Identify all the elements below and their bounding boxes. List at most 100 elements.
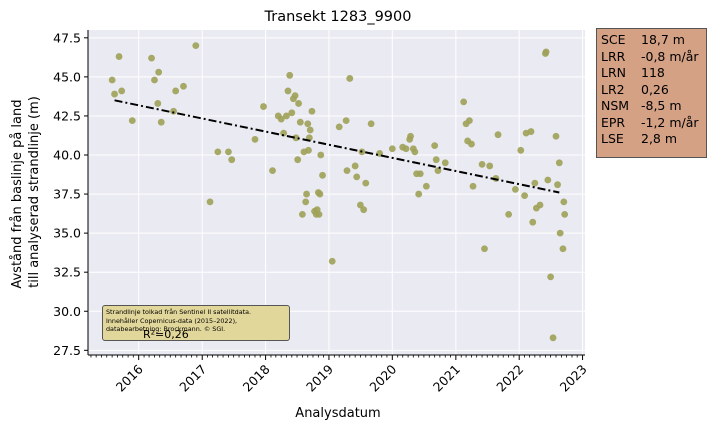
y-axis-label-line-2: till analyserad strandlinje (m) [27, 96, 42, 288]
plot-area [88, 30, 585, 355]
data-point [434, 167, 442, 175]
y-tick-label: 37.5 [53, 187, 81, 202]
data-point [529, 218, 537, 226]
data-point [295, 100, 302, 107]
credit-line-1: Strandlinje tolkad från Sentinel II sate… [106, 308, 252, 316]
data-point [328, 257, 336, 265]
data-point [388, 145, 396, 153]
data-point [560, 198, 568, 206]
grid [88, 30, 585, 355]
stats-value: 2,8 m [641, 131, 678, 146]
stats-key: NSM [601, 98, 630, 113]
stats-row: NSM -8,5 m [601, 98, 702, 115]
x-tick-label: 2017 [176, 362, 209, 395]
r2-label: R²=0,26 [143, 328, 189, 341]
credit-line-3: databearbetning: Brockmann. © SGI. [106, 325, 226, 334]
y-tick-label: 40.0 [53, 148, 81, 163]
x-tick-label: 2022 [493, 362, 526, 395]
data-point [251, 135, 259, 143]
data-point [151, 76, 158, 84]
data-point [315, 210, 323, 218]
data-point [192, 42, 200, 50]
y-tick-label: 30.0 [53, 304, 81, 319]
stats-row: LRN 118 [601, 65, 702, 82]
data-point [521, 192, 528, 200]
y-axis-label: Avstånd från baslinje på land till analy… [10, 95, 42, 288]
y-tick-label: 42.5 [53, 108, 81, 123]
data-point [155, 68, 163, 76]
stats-value: -1,2 m/år [641, 114, 699, 130]
data-point [411, 148, 419, 156]
data-point [306, 126, 314, 134]
data-point [531, 179, 539, 187]
credit-line-2: Innehåller Copernicus-data (2015–2022), [106, 316, 238, 325]
data-point [228, 156, 236, 164]
data-point [402, 145, 410, 153]
data-point [555, 159, 563, 167]
data-point [288, 109, 296, 117]
data-point [517, 146, 525, 154]
chart-title: Transekt 1283_9900 [264, 9, 412, 25]
data-point [554, 181, 561, 189]
data-point [416, 170, 424, 178]
data-point [214, 148, 222, 156]
stats-legend: SCE 18,7 m LRR -0,8 m/år LRN 118 LR2 0,26 NSM -8,… [596, 28, 707, 158]
x-axis-label: Analysdatum [295, 406, 380, 421]
data-point [346, 75, 354, 82]
stats-value: 18,7 m [641, 32, 685, 47]
data-point [468, 140, 475, 148]
data-point [128, 117, 136, 125]
data-point [360, 206, 368, 214]
data-point [118, 87, 126, 95]
data-points [108, 42, 569, 342]
data-point [206, 198, 214, 206]
stats-value: 118 [641, 65, 665, 80]
data-point [415, 190, 423, 198]
data-point [342, 117, 350, 125]
trend-line [114, 99, 560, 194]
x-axis-ticks: 2016 2017 2018 2019 2020 2021 2022 2023 [88, 354, 590, 395]
stats-key: LSE [601, 131, 624, 146]
data-point [170, 107, 177, 115]
data-point [115, 53, 123, 60]
y-tick-label: 45.0 [53, 69, 81, 84]
data-point [353, 173, 361, 181]
data-point [481, 245, 488, 253]
stats-row: LSE 2,8 m [601, 131, 702, 148]
data-point [260, 103, 267, 110]
data-point [305, 146, 312, 154]
y-axis-label-line-1: Avstånd från baslinje på land [10, 99, 25, 288]
stats-key: LR2 [601, 81, 625, 97]
stats-value: -0,8 m/år [641, 48, 699, 64]
data-point [172, 87, 180, 95]
data-point [308, 107, 316, 115]
data-point [561, 210, 569, 218]
stats-key: SCE [601, 32, 626, 47]
credit-box: Strandlinje tolkad från Sentinel II sate… [102, 305, 290, 341]
data-point [494, 131, 502, 139]
data-point [552, 132, 560, 140]
data-point [486, 162, 494, 170]
data-point [367, 120, 375, 128]
data-point [283, 112, 290, 120]
x-tick-label: 2019 [303, 361, 336, 394]
data-point [294, 156, 302, 164]
y-axis-ticks: 27.5 30.0 32.5 35.0 37.5 40.0 42.5 45.0 47.5 [53, 30, 89, 358]
data-point [362, 179, 370, 187]
data-point [277, 115, 285, 123]
data-point [422, 182, 430, 190]
data-point [556, 229, 564, 237]
x-tick-label: 2020 [366, 361, 399, 394]
data-point [292, 134, 300, 142]
stats-row: EPR -1,2 m/år [601, 115, 702, 132]
data-point [544, 176, 552, 184]
data-point [111, 90, 118, 98]
data-point [441, 159, 449, 167]
data-point [304, 120, 312, 128]
data-point [303, 190, 310, 198]
data-point [407, 132, 414, 140]
data-point [157, 118, 165, 126]
data-point [547, 273, 555, 281]
data-point [319, 171, 326, 179]
data-point [291, 92, 299, 100]
